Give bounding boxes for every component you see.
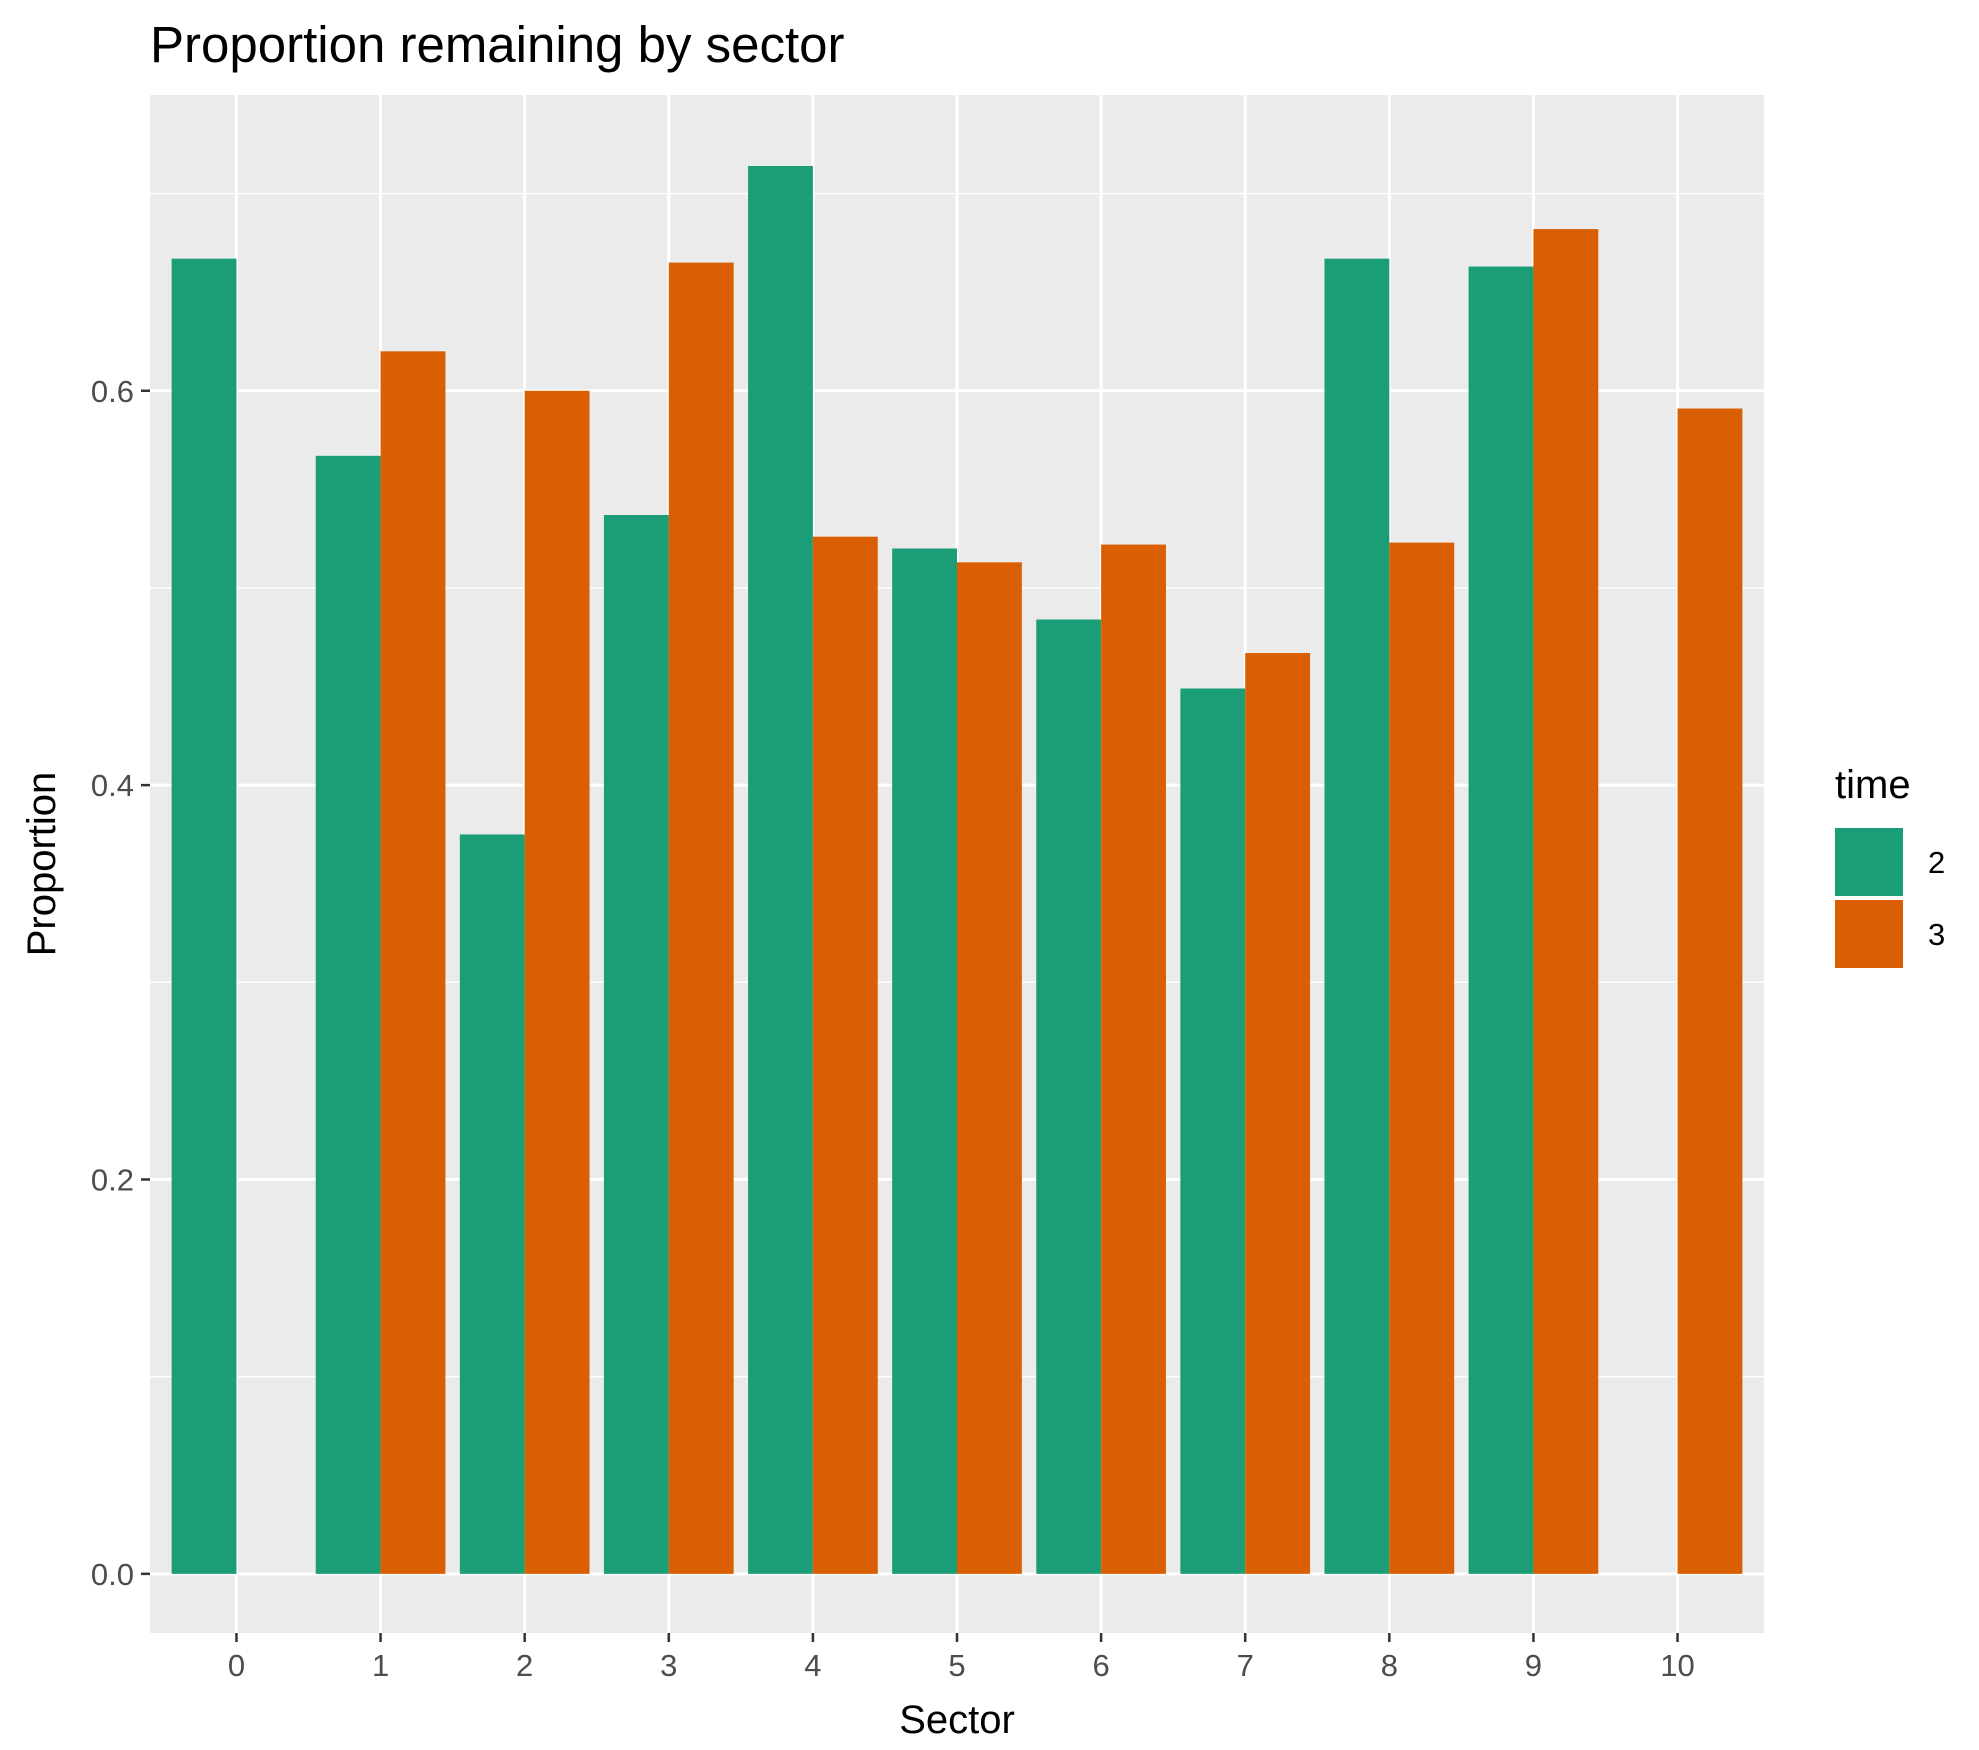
legend-key-time-3 xyxy=(1835,900,1903,968)
x-tick-label: 4 xyxy=(804,1648,821,1683)
bar-sector-2-time-3 xyxy=(524,390,590,1574)
chart-title: Proportion remaining by sector xyxy=(150,16,845,73)
bar-sector-10-time-3 xyxy=(1677,408,1743,1574)
legend-key-time-2 xyxy=(1835,828,1903,896)
y-tick-label: 0.0 xyxy=(91,1557,134,1592)
x-axis-title: Sector xyxy=(899,1698,1015,1742)
bar-sector-5-time-3 xyxy=(957,562,1022,1574)
x-tick-label: 0 xyxy=(228,1648,245,1683)
bar-sector-5-time-2 xyxy=(892,548,957,1574)
bar-sector-0-time-2 xyxy=(171,258,237,1574)
x-tick-label: 8 xyxy=(1381,1648,1398,1683)
bar-sector-6-time-3 xyxy=(1101,544,1166,1574)
bar-sector-2-time-2 xyxy=(459,834,525,1574)
x-axis: 0 1 2 3 4 5 6 7 8 9 10 xyxy=(228,1633,1695,1683)
bar-sector-1-time-2 xyxy=(315,455,381,1574)
x-tick-label: 3 xyxy=(660,1648,677,1683)
bar-sector-7-time-2 xyxy=(1180,688,1246,1574)
y-axis: 0.0 0.2 0.4 0.6 xyxy=(91,374,150,1592)
x-tick-label: 1 xyxy=(372,1648,389,1683)
y-axis-title: Proportion xyxy=(20,772,64,957)
legend-title: time xyxy=(1835,763,1911,807)
x-tick-label: 5 xyxy=(948,1648,965,1683)
bar-sector-1-time-3 xyxy=(380,351,446,1574)
bar-sector-3-time-3 xyxy=(668,262,734,1574)
bar-sector-3-time-2 xyxy=(603,514,669,1574)
x-tick-label: 9 xyxy=(1525,1648,1542,1683)
bar-sector-9-time-2 xyxy=(1468,266,1534,1574)
bar-sector-4-time-2 xyxy=(748,165,813,1574)
y-tick-label: 0.4 xyxy=(91,768,134,803)
x-tick-label: 6 xyxy=(1092,1648,1109,1683)
bar-sector-8-time-2 xyxy=(1324,258,1390,1574)
legend-label-time-2: 2 xyxy=(1928,845,1945,880)
bar-sector-6-time-2 xyxy=(1036,619,1102,1574)
bars xyxy=(171,165,1743,1574)
y-tick-label: 0.6 xyxy=(91,374,134,409)
y-tick-label: 0.2 xyxy=(91,1162,134,1197)
x-tick-label: 2 xyxy=(516,1648,533,1683)
bar-sector-4-time-3 xyxy=(812,536,878,1574)
x-tick-label: 10 xyxy=(1660,1648,1694,1683)
legend: time 2 3 xyxy=(1835,763,1945,968)
bar-sector-8-time-3 xyxy=(1389,542,1455,1574)
bar-sector-9-time-3 xyxy=(1533,229,1599,1574)
x-tick-label: 7 xyxy=(1237,1648,1254,1683)
legend-label-time-3: 3 xyxy=(1928,917,1945,952)
bar-sector-7-time-3 xyxy=(1245,653,1311,1574)
